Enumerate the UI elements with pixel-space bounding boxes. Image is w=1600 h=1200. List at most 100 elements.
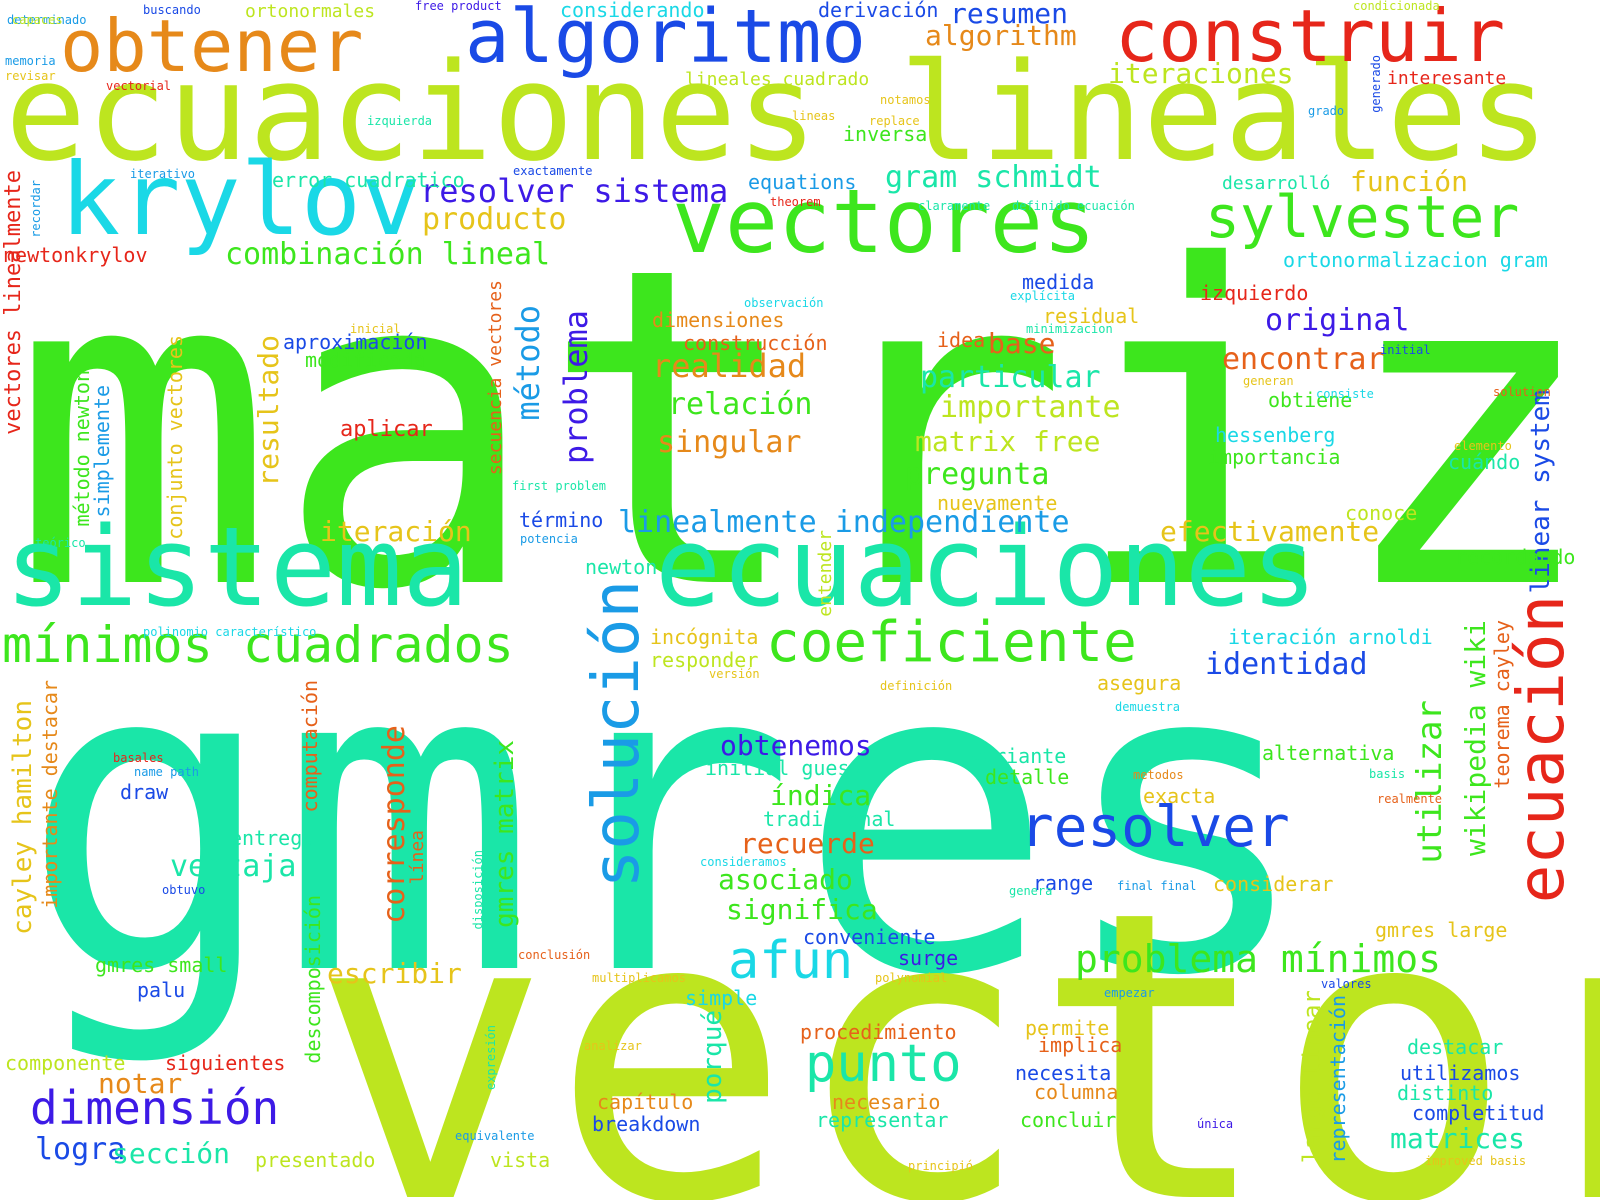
word-newton: newton [585, 555, 658, 579]
word-izquierdo: izquierdo [1200, 281, 1309, 305]
word-responder: responder [650, 648, 759, 672]
word-entrega: entrega [230, 826, 315, 850]
word-iterativo: iterativo [130, 167, 196, 181]
word-aproximacion: aproximación [283, 330, 428, 354]
word-solucion: solución [580, 580, 654, 889]
word-teorema-cayley: teorema cayley [1490, 620, 1514, 789]
word-capaces: capaces [12, 13, 63, 27]
word-resolver: resolver [1020, 795, 1290, 860]
word-gmres: gmres [20, 570, 1315, 1070]
word-interesante: interesante [1387, 68, 1507, 89]
word-metodo: método [509, 305, 547, 421]
word-pregunta: pregunta [905, 457, 1050, 492]
word-claramente: claramente [918, 199, 991, 213]
word-observacion: observación [744, 296, 824, 310]
word-polynomial: polynomial [875, 971, 948, 985]
word-name-path: name path [134, 765, 200, 779]
word-resolver-sistema: resolver sistema [420, 172, 729, 210]
word-importancia: importancia [1208, 445, 1341, 469]
word-obtenemos: obtenemos [720, 729, 872, 762]
word-conclusion: conclusión [518, 948, 591, 962]
word-aplicar: aplicar [340, 417, 433, 442]
word-hessenberg: hessenberg [1215, 423, 1336, 447]
word-ecuacion: ecuación [1505, 595, 1579, 904]
word-surge: surge [898, 946, 959, 970]
word-termino: término [519, 508, 604, 532]
word-algoritmo: algoritmo [465, 0, 866, 80]
word-relacion: relación [668, 387, 813, 422]
word-encontrar: encontrar [1222, 342, 1385, 377]
word-modificada: modificada [305, 348, 426, 372]
word-corresponde: corresponde [377, 725, 412, 924]
word-ventaja: ventaja [170, 849, 297, 884]
word-capitulo: capítulo [597, 1090, 694, 1114]
word-ortonormales: ortonormales [245, 1, 376, 22]
word-linealmente-independiente: linealmente independiente [618, 505, 1070, 540]
word-vectores: vectores [672, 170, 1096, 273]
word-elemento: elemento [1454, 439, 1512, 453]
word-ecuaciones: ecuaciones [655, 503, 1318, 631]
word-inicial: inicial [350, 322, 401, 336]
word-punto: punto [805, 1034, 962, 1094]
word-matrices: matrices [1390, 1122, 1525, 1155]
word-descomposicion: descomposición [301, 895, 325, 1064]
word-utilizar: utilizar [1410, 700, 1450, 864]
word-replace: replace [869, 114, 920, 128]
word-basis: basis [1369, 767, 1406, 781]
word-principio: principió [908, 1159, 974, 1173]
word-conjunto-vectores: conjunto vectores [163, 335, 187, 540]
word-resumen: resumen [950, 0, 1069, 30]
word-sistema: sistema [5, 503, 469, 631]
word-porque: porqué [698, 1010, 728, 1104]
word-afun: afun [728, 931, 854, 991]
word-krylov: krylov [60, 141, 422, 258]
word-particular: particular [920, 360, 1101, 395]
word-cuando: cuándo [1448, 450, 1521, 474]
word-resultado: resultado [252, 335, 285, 487]
word-dimension: dimensión [30, 1081, 280, 1135]
word-problema: problema [557, 310, 595, 465]
word-secuencia-vectores: secuencia vectores [485, 280, 506, 476]
word-metodos: metodos [1133, 768, 1184, 782]
word-procedimiento: procedimiento [800, 1020, 957, 1044]
word-basales: basales [113, 751, 164, 765]
word-polinomio-caracteristico: polinomio característico [143, 625, 317, 639]
word-ortonormalizacion-gram: ortonormalizacion gram [1283, 248, 1548, 272]
word-columna: columna [1034, 1080, 1119, 1104]
word-large-linear: large linear [1298, 990, 1326, 1164]
word-distinto: distinto [1397, 1081, 1494, 1105]
word-producto: producto [422, 202, 567, 237]
word-ecuaciones-lineales: ecuaciones lineales [5, 34, 1550, 191]
word-equivalente: equivalente [455, 1129, 535, 1143]
word-initial-guess: initial guess [705, 756, 862, 780]
word-nuevamente: nuevamente [937, 491, 1058, 515]
word-realmente: realmente [1377, 792, 1443, 806]
word-obtener: obtener [60, 4, 364, 88]
word-necesario: necesario [832, 1090, 941, 1114]
word-free-product: free product [415, 0, 502, 13]
word-vector: vector [310, 827, 1600, 1200]
word-presentado: presentado [255, 1148, 376, 1172]
word-implica: implica [1038, 1033, 1123, 1057]
word-notamos: notamos [880, 93, 931, 107]
word-valores: valores [1321, 977, 1372, 991]
word-exacta: exacta [1143, 784, 1216, 808]
word-realidad: realidad [652, 347, 807, 385]
word-definido-ecuacion: definido ecuación [1012, 199, 1135, 213]
word-significa: significa [726, 893, 878, 926]
word-variante: variante [970, 744, 1067, 768]
word-gmres-matrix: gmres matrix [490, 740, 520, 928]
word-range: range [1033, 871, 1094, 895]
word-final-final: final final [1117, 879, 1197, 893]
word-solution: solution [1493, 385, 1551, 399]
word-sylvester: sylvester [1205, 183, 1520, 251]
word-metodo-newton: método newton [70, 370, 94, 527]
word-explicita: explícita [1010, 289, 1076, 303]
word-palu: palu [137, 978, 186, 1002]
word-recordando: recordando [1455, 545, 1576, 569]
word-izquierda: izquierda [367, 114, 433, 128]
word-iteracion: iteración [320, 515, 472, 548]
word-matrix-free: matrix free [915, 425, 1101, 458]
word-demuestra: demuestra [1115, 700, 1181, 714]
